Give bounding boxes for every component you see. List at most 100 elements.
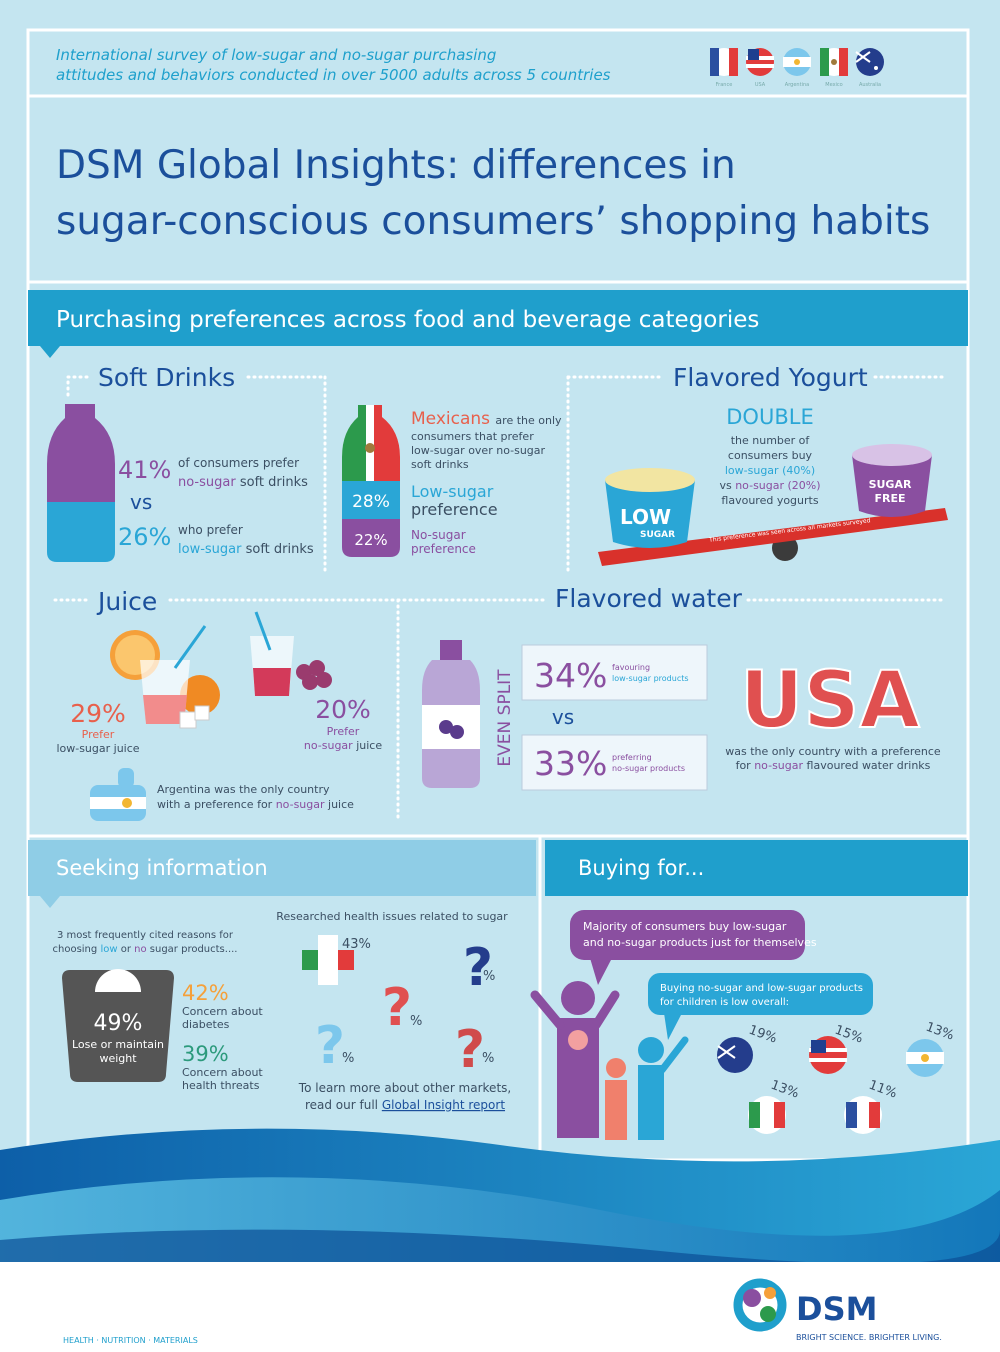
stat: 42% <box>182 981 229 1005</box>
family-figures <box>557 1018 599 1138</box>
dsm-logo <box>733 1278 787 1332</box>
argentina-thumb <box>118 768 134 788</box>
family-figures <box>530 981 689 1140</box>
section-heading: Seeking information <box>56 856 268 880</box>
water-bottle <box>422 640 480 788</box>
water-bottle <box>439 720 453 734</box>
mexico-bottle <box>342 405 400 557</box>
legend-label: preference <box>411 500 498 519</box>
note: for <box>736 759 752 772</box>
family-figures <box>638 1065 664 1140</box>
yogurt-text: the number of <box>731 434 811 447</box>
research-icons <box>302 950 318 970</box>
family-figures <box>561 981 595 1015</box>
seesaw <box>605 468 695 492</box>
cup-label: LOW <box>620 505 671 529</box>
brand: DSM <box>796 1290 877 1328</box>
slogan: BRIGHT SCIENCE. BRIGHTER LIVING. <box>796 1333 942 1342</box>
stat: 22% <box>354 531 387 549</box>
argentina-thumb <box>90 797 146 809</box>
stat: 26% <box>118 523 171 551</box>
research-icons: ? ? ? ? <box>302 935 493 1080</box>
country-flags <box>921 1054 929 1062</box>
country-flags <box>717 1037 753 1073</box>
scale-icon <box>62 969 174 1082</box>
stat: 28% <box>352 492 390 512</box>
vs: vs <box>130 490 152 514</box>
stat: 29% <box>70 699 126 728</box>
stat: 39% <box>182 1042 229 1066</box>
speech-bubbles <box>570 910 805 960</box>
waves <box>0 1128 1000 1352</box>
footer-tagline: HEALTH · NUTRITION · MATERIALS <box>63 1336 198 1345</box>
intro: attitudes and behaviors conducted in ove… <box>56 66 611 84</box>
soft-drink-bottle <box>47 404 115 562</box>
stat-text: preferring <box>612 753 652 762</box>
juice-glasses <box>110 611 332 729</box>
juice-glasses <box>194 705 210 721</box>
flag-icons <box>710 48 719 76</box>
section-heading: Buying for... <box>578 856 704 880</box>
juice-glasses <box>253 668 291 696</box>
speech-bubbles <box>570 910 873 1040</box>
stat-text: Lose or maintain <box>72 1038 164 1051</box>
stat-text: Prefer <box>327 725 360 738</box>
water-bottle <box>440 640 462 660</box>
mexico-bottle <box>365 443 375 453</box>
family-figures <box>606 1058 626 1078</box>
seesaw <box>852 444 932 466</box>
country-flags <box>811 1040 826 1053</box>
title: DSM Global Insights: differences in <box>56 143 736 188</box>
title: sugar-conscious consumers’ shopping habi… <box>56 199 930 244</box>
stat-text: Concern about <box>182 1005 263 1018</box>
section-banner <box>545 930 557 954</box>
argentina-thumb <box>122 798 132 808</box>
note: with a preference for <box>157 798 273 811</box>
research-icons: ? <box>382 978 412 1038</box>
seesaw <box>598 508 948 566</box>
juice-glasses <box>309 660 325 676</box>
more-text[interactable]: Global Insight report <box>382 1098 506 1112</box>
flag-label: Australia <box>859 82 881 88</box>
soft-drink-bottle <box>47 404 115 502</box>
stat-text: low-sugar soft drinks <box>178 542 314 557</box>
yogurt-text: low-sugar (40%) <box>725 464 815 477</box>
label: EVEN SPLIT <box>495 669 515 767</box>
section-heading: Purchasing preferences across food and b… <box>56 307 759 333</box>
research-pct: % <box>410 1014 422 1029</box>
research-icons: ? <box>463 938 493 998</box>
country-flags <box>809 1048 847 1052</box>
stat-text: no-sugar <box>178 475 236 490</box>
research-pct: % <box>483 969 495 984</box>
family-figures <box>530 990 620 1030</box>
note: no-sugar <box>754 759 803 772</box>
stat-text: soft drinks <box>240 475 308 490</box>
section-banner <box>28 290 968 346</box>
research-heading: Researched health issues related to suga… <box>276 910 508 923</box>
cup-label: SUGAR <box>640 530 675 540</box>
dsm-logo <box>764 1287 776 1299</box>
cup-label: SUGAR <box>869 478 912 491</box>
stat: 34% <box>534 656 607 695</box>
research-pct: 43% <box>342 937 371 952</box>
mexico-bottle <box>342 481 400 519</box>
soft-drink-bottle <box>47 502 115 562</box>
yogurt-text: vs no-sugar (20%) <box>719 479 820 492</box>
dotted-dividers <box>53 375 947 822</box>
country-flags <box>717 1036 944 1134</box>
intro: International survey of low-sugar and no… <box>56 46 496 64</box>
country-flags <box>774 1102 785 1128</box>
stat: 49% <box>94 1011 143 1036</box>
reasons-intro: choosing low or no sugar products.... <box>53 944 238 955</box>
stat-text: no-sugar products <box>612 764 685 773</box>
usa-letters: USA <box>740 656 920 746</box>
juice-glasses <box>179 711 197 729</box>
category-heading: Soft Drinks <box>98 363 235 392</box>
bubble-text: for children is low overall: <box>660 997 789 1008</box>
stat-text: low-sugar juice <box>56 742 139 755</box>
stat-text: no-sugar soft drinks <box>178 475 308 490</box>
dsm-logo <box>733 1278 787 1332</box>
stat-text: favouring <box>612 663 650 672</box>
mexico-text: soft drinks <box>411 458 469 471</box>
vs: vs <box>552 705 574 729</box>
